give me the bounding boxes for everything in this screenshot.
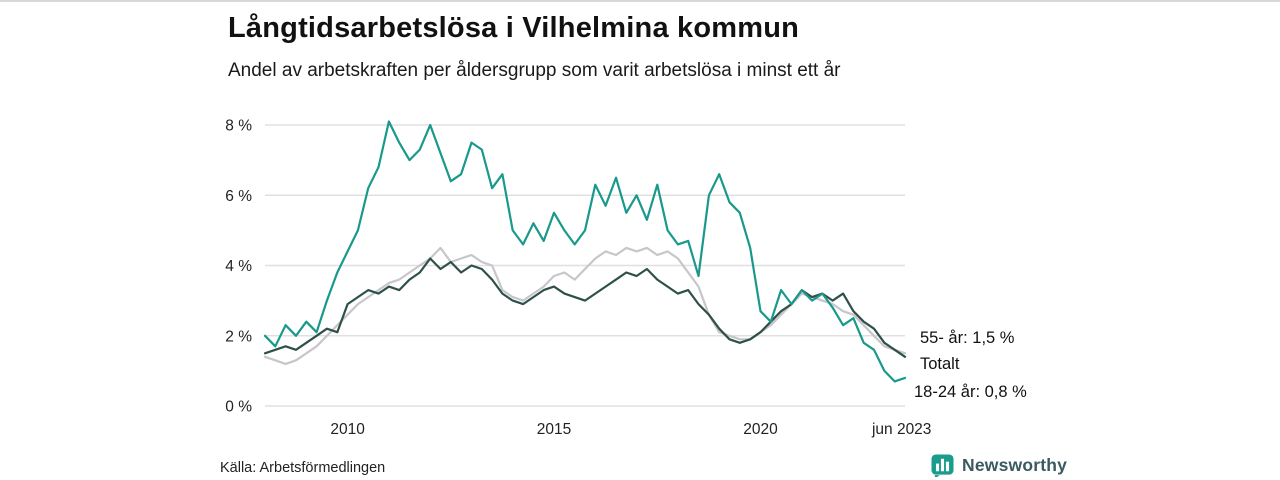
series-end-label-55: 55- år: 1,5 %: [920, 329, 1015, 347]
svg-text:6 %: 6 %: [225, 188, 252, 205]
svg-text:0 %: 0 %: [225, 399, 252, 416]
series-end-label-totalt: Totalt: [920, 355, 960, 373]
svg-text:8 %: 8 %: [225, 118, 252, 135]
chart-area: 0 % 2 % 4 % 6 % 8 % 2010 2015 2020 jun 2023: [225, 102, 985, 442]
svg-text:2010: 2010: [330, 421, 365, 438]
svg-text:2015: 2015: [537, 421, 571, 438]
svg-text:jun 2023: jun 2023: [871, 421, 931, 438]
chart-subtitle: Andel av arbetskraften per åldersgrupp s…: [228, 60, 841, 81]
line-chart-svg: 0 % 2 % 4 % 6 % 8 % 2010 2015 2020 jun 2023: [225, 118, 931, 439]
svg-text:4 %: 4 %: [225, 258, 252, 275]
newsworthy-logo-icon: [931, 454, 954, 477]
chart-title: Långtidsarbetslösa i Vilhelmina kommun: [228, 12, 800, 44]
source-note: Källa: Arbetsförmedlingen: [220, 460, 386, 476]
svg-text:2020: 2020: [743, 421, 778, 438]
svg-text:2 %: 2 %: [225, 328, 252, 345]
series-end-label-18-24: 18-24 år: 0,8 %: [914, 383, 1027, 401]
newsworthy-brand-name: Newsworthy: [962, 455, 1068, 475]
newsworthy-brand-link[interactable]: Newsworthy: [931, 454, 1067, 477]
